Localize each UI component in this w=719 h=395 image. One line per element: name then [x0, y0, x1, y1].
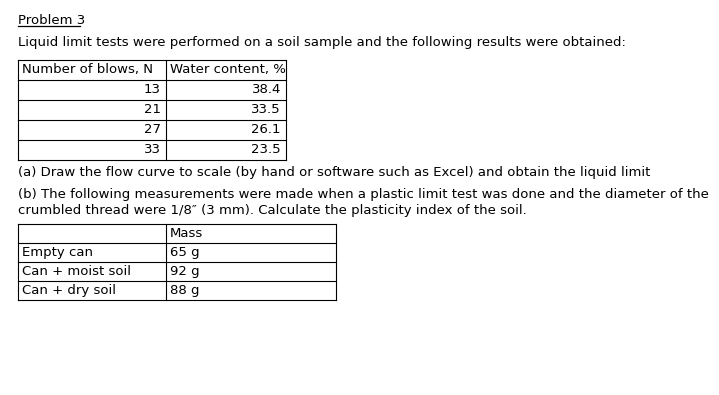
Text: Empty can: Empty can	[22, 246, 93, 259]
Text: 27: 27	[144, 123, 161, 136]
Text: crumbled thread were 1/8″ (3 mm). Calculate the plasticity index of the soil.: crumbled thread were 1/8″ (3 mm). Calcul…	[18, 204, 527, 217]
Text: 33: 33	[144, 143, 161, 156]
Text: 13: 13	[144, 83, 161, 96]
Text: 23.5: 23.5	[252, 143, 281, 156]
Text: Mass: Mass	[170, 227, 203, 240]
Text: 33.5: 33.5	[252, 103, 281, 116]
Text: Water content, %: Water content, %	[170, 63, 286, 76]
Text: Can + moist soil: Can + moist soil	[22, 265, 131, 278]
Text: Problem 3: Problem 3	[18, 14, 86, 27]
Text: (b) The following measurements were made when a plastic limit test was done and : (b) The following measurements were made…	[18, 188, 709, 201]
Text: Liquid limit tests were performed on a soil sample and the following results wer: Liquid limit tests were performed on a s…	[18, 36, 626, 49]
Text: 65 g: 65 g	[170, 246, 200, 259]
Text: (a) Draw the flow curve to scale (by hand or software such as Excel) and obtain : (a) Draw the flow curve to scale (by han…	[18, 166, 651, 179]
Text: Can + dry soil: Can + dry soil	[22, 284, 116, 297]
Text: 88 g: 88 g	[170, 284, 199, 297]
Text: 38.4: 38.4	[252, 83, 281, 96]
Text: 26.1: 26.1	[252, 123, 281, 136]
Text: 21: 21	[144, 103, 161, 116]
Text: Number of blows, N: Number of blows, N	[22, 63, 153, 76]
Text: 92 g: 92 g	[170, 265, 200, 278]
